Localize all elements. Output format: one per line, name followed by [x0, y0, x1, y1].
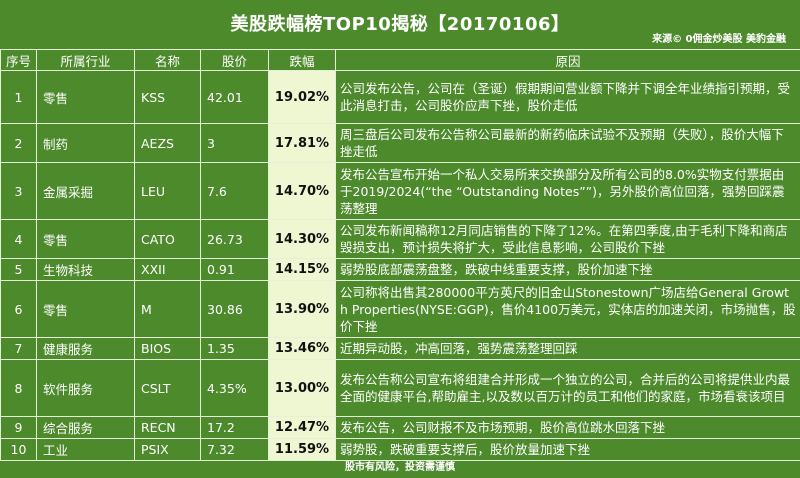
row-reason: 周三盘后公司发布公告称公司最新的新药临床试验不及预期（失败），股价大幅下挫走低 — [335, 123, 800, 163]
row-price: 1.35 — [200, 337, 269, 360]
row-index: 8 — [0, 359, 37, 417]
row-industry: 软件服务 — [36, 359, 135, 417]
row-drop-percent: 11.59% — [268, 438, 336, 461]
table-row: 9 综合服务 RECN 17.2 12.47% 发布公告，公司财报不及市场预期，… — [0, 416, 800, 439]
row-ticker: RECN — [134, 416, 201, 439]
row-reason: 近期异动股，冲高回落，强势震荡整理回踩 — [335, 337, 800, 360]
row-index: 3 — [0, 162, 37, 220]
row-reason: 公司发布公告，公司在（圣诞）假期期间营业额下降并下调全年业绩指引预期，受此消息打… — [335, 70, 800, 124]
column-header-reason: 原因 — [335, 49, 800, 71]
row-ticker: LEU — [134, 162, 201, 220]
row-drop-percent: 14.70% — [268, 162, 336, 220]
top10-table: 序号 所属行业 名称 股价 跌幅 原因 1 零售 KSS 42.01 19.02… — [0, 49, 800, 461]
row-industry: 工业 — [36, 438, 135, 461]
column-header-price: 股价 — [200, 49, 269, 71]
row-price: 42.01 — [200, 70, 269, 124]
row-index: 9 — [0, 416, 37, 439]
row-reason: 发布公告称公司宣布将组建合并形成一个独立的公司，合并后的公司将提供业内最全面的健… — [335, 359, 800, 417]
row-ticker: M — [134, 280, 201, 338]
row-price: 30.86 — [200, 280, 269, 338]
row-drop-percent: 13.00% — [268, 359, 336, 417]
table-row: 8 软件服务 CSLT 4.35% 13.00% 发布公告称公司宣布将组建合并形… — [0, 359, 800, 417]
page-title: 美股跌幅榜TOP10揭秘【20170106】 — [230, 14, 570, 35]
row-ticker: CSLT — [134, 359, 201, 417]
row-index: 2 — [0, 123, 37, 163]
row-ticker: AEZS — [134, 123, 201, 163]
column-header-industry: 所属行业 — [36, 49, 135, 71]
row-ticker: PSIX — [134, 438, 201, 461]
row-index: 5 — [0, 258, 37, 281]
row-ticker: CATO — [134, 219, 201, 259]
table-row: 2 制药 AEZS 3 17.81% 周三盘后公司发布公告称公司最新的新药临床试… — [0, 123, 800, 163]
row-drop-percent: 17.81% — [268, 123, 336, 163]
table-row: 4 零售 CATO 26.73 14.30% 公司发布新闻稿称12月同店销售的下… — [0, 219, 800, 259]
row-price: 17.2 — [200, 416, 269, 439]
column-header-drop: 跌幅 — [268, 49, 336, 71]
row-reason: 发布公告宣布开始一个私人交易所来交换部分及所有公司的8.0%实物支付票据由于20… — [335, 162, 800, 220]
table-row: 3 金属采掘 LEU 7.6 14.70% 发布公告宣布开始一个私人交易所来交换… — [0, 162, 800, 220]
row-ticker: XXII — [134, 258, 201, 281]
row-drop-percent: 13.46% — [268, 337, 336, 360]
source-credit: 来源© 0佣金炒美股 美豹金融 — [652, 34, 786, 45]
row-ticker: KSS — [134, 70, 201, 124]
row-price: 0.91 — [200, 258, 269, 281]
row-industry: 零售 — [36, 70, 135, 124]
row-drop-percent: 14.30% — [268, 219, 336, 259]
row-drop-percent: 13.90% — [268, 280, 336, 338]
table-row: 10 工业 PSIX 7.32 11.59% 弱势股，跌破重要支撑后，股价放量加… — [0, 438, 800, 461]
row-reason: 发布公告，公司财报不及市场预期，股价高位跳水回落下挫 — [335, 416, 800, 439]
row-industry: 制药 — [36, 123, 135, 163]
column-header-name: 名称 — [134, 49, 201, 71]
row-reason: 弱势股，跌破重要支撑后，股价放量加速下挫 — [335, 438, 800, 461]
row-index: 1 — [0, 70, 37, 124]
table-row: 6 零售 M 30.86 13.90% 公司称将出售其280000平方英尺的旧金… — [0, 280, 800, 338]
row-drop-percent: 19.02% — [268, 70, 336, 124]
row-industry: 零售 — [36, 219, 135, 259]
row-price: 7.6 — [200, 162, 269, 220]
row-industry: 金属采掘 — [36, 162, 135, 220]
row-industry: 健康服务 — [36, 337, 135, 360]
column-header-index: 序号 — [0, 49, 37, 71]
row-price: 7.32 — [200, 438, 269, 461]
row-ticker: BIOS — [134, 337, 201, 360]
row-price: 3 — [200, 123, 269, 163]
row-reason: 弱势股底部震荡盘整，跌破中线重要支撑，股价加速下挫 — [335, 258, 800, 281]
table-row: 5 生物科技 XXII 0.91 14.15% 弱势股底部震荡盘整，跌破中线重要… — [0, 258, 800, 281]
row-index: 6 — [0, 280, 37, 338]
row-drop-percent: 12.47% — [268, 416, 336, 439]
row-reason: 公司发布新闻稿称12月同店销售的下降了12%。在第四季度,由于毛利下降和商店毁损… — [335, 219, 800, 259]
risk-disclaimer: 股市有风险，投资需谨慎 — [345, 462, 455, 473]
row-index: 4 — [0, 219, 37, 259]
table-row: 7 健康服务 BIOS 1.35 13.46% 近期异动股，冲高回落，强势震荡整… — [0, 337, 800, 360]
row-industry: 综合服务 — [36, 416, 135, 439]
row-index: 7 — [0, 337, 37, 360]
row-price: 4.35% — [200, 359, 269, 417]
row-reason: 公司称将出售其280000平方英尺的旧金山Stonestown广场店给Gener… — [335, 280, 800, 338]
table-row: 1 零售 KSS 42.01 19.02% 公司发布公告，公司在（圣诞）假期期间… — [0, 70, 800, 124]
table-header-row: 序号 所属行业 名称 股价 跌幅 原因 — [0, 49, 800, 71]
row-drop-percent: 14.15% — [268, 258, 336, 281]
header: 美股跌幅榜TOP10揭秘【20170106】 来源© 0佣金炒美股 美豹金融 — [0, 0, 800, 48]
row-industry: 生物科技 — [36, 258, 135, 281]
row-price: 26.73 — [200, 219, 269, 259]
row-industry: 零售 — [36, 280, 135, 338]
